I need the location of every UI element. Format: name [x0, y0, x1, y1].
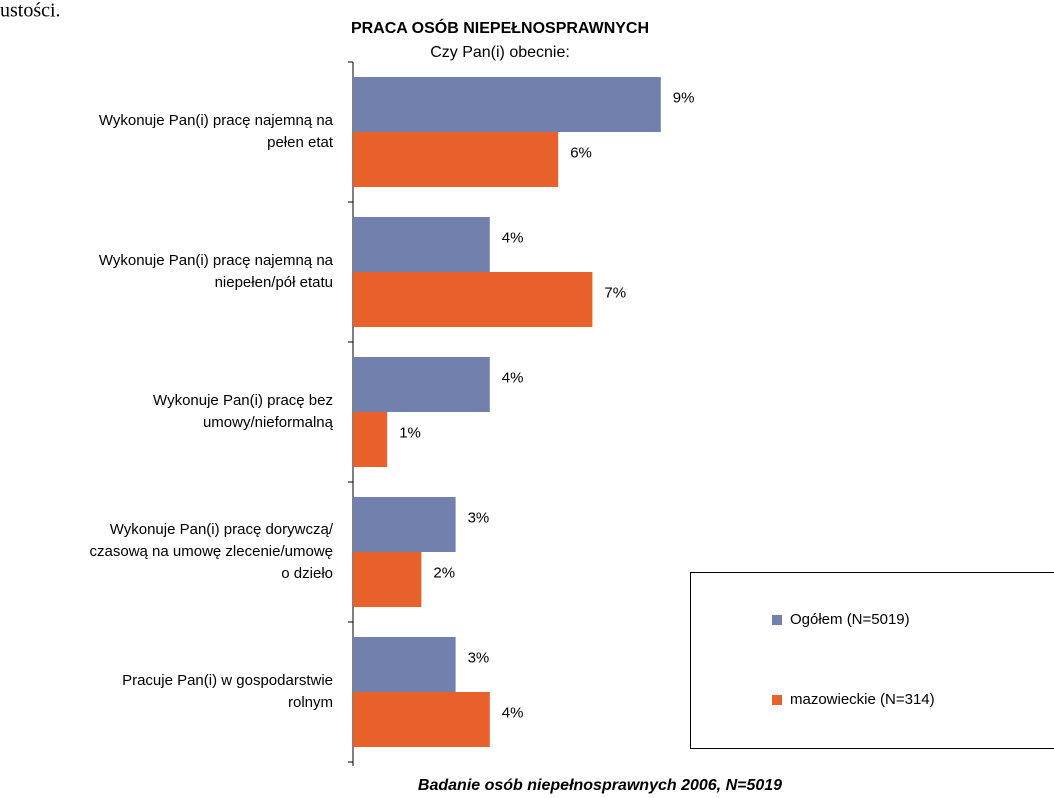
legend-label: Ogółem (N=5019) [790, 611, 910, 628]
bar [353, 552, 422, 607]
value-label: 3% [468, 509, 490, 526]
value-label: 7% [604, 284, 626, 301]
category-label: Pracuje Pan(i) w gospodarstwie rolnym [122, 672, 333, 711]
bar [353, 497, 456, 552]
value-label: 1% [399, 424, 421, 441]
chart-subtitle: Czy Pan(i) obecnie: [430, 44, 570, 61]
value-label: 2% [433, 564, 455, 581]
value-label: 6% [570, 144, 592, 161]
category-label: Wykonuje Pan(i) pracę bez umowy/nieformal… [153, 392, 334, 431]
chart-title: PRACA OSÓB NIEPEŁNOSPRAWNYCH [351, 18, 649, 37]
bar [353, 692, 490, 747]
bar [353, 412, 388, 467]
bar [353, 272, 593, 327]
value-label: 4% [502, 704, 524, 721]
category-label: Wykonuje Pan(i) pracę najemną na pełen et… [99, 112, 334, 151]
value-label: 3% [468, 649, 490, 666]
legend-box [690, 572, 1054, 749]
legend-swatch [772, 615, 782, 625]
legend-swatch [772, 695, 782, 705]
category-label: Wykonuje Pan(i) pracę najemną na niepełen… [99, 252, 334, 291]
value-label: 4% [502, 369, 524, 386]
legend-label: mazowieckie (N=314) [790, 691, 935, 708]
bar [353, 132, 559, 187]
text-fragment: ustości. [0, 0, 61, 22]
bar [353, 357, 490, 412]
bar [353, 637, 456, 692]
bar [353, 77, 661, 132]
value-label: 9% [673, 89, 695, 106]
value-label: 4% [502, 229, 524, 246]
bar [353, 217, 490, 272]
footer: Badanie osób niepełnosprawnych 2006, N=5… [418, 777, 782, 794]
category-label: Wykonuje Pan(i) pracę dorywczą/czasową n… [90, 521, 334, 582]
